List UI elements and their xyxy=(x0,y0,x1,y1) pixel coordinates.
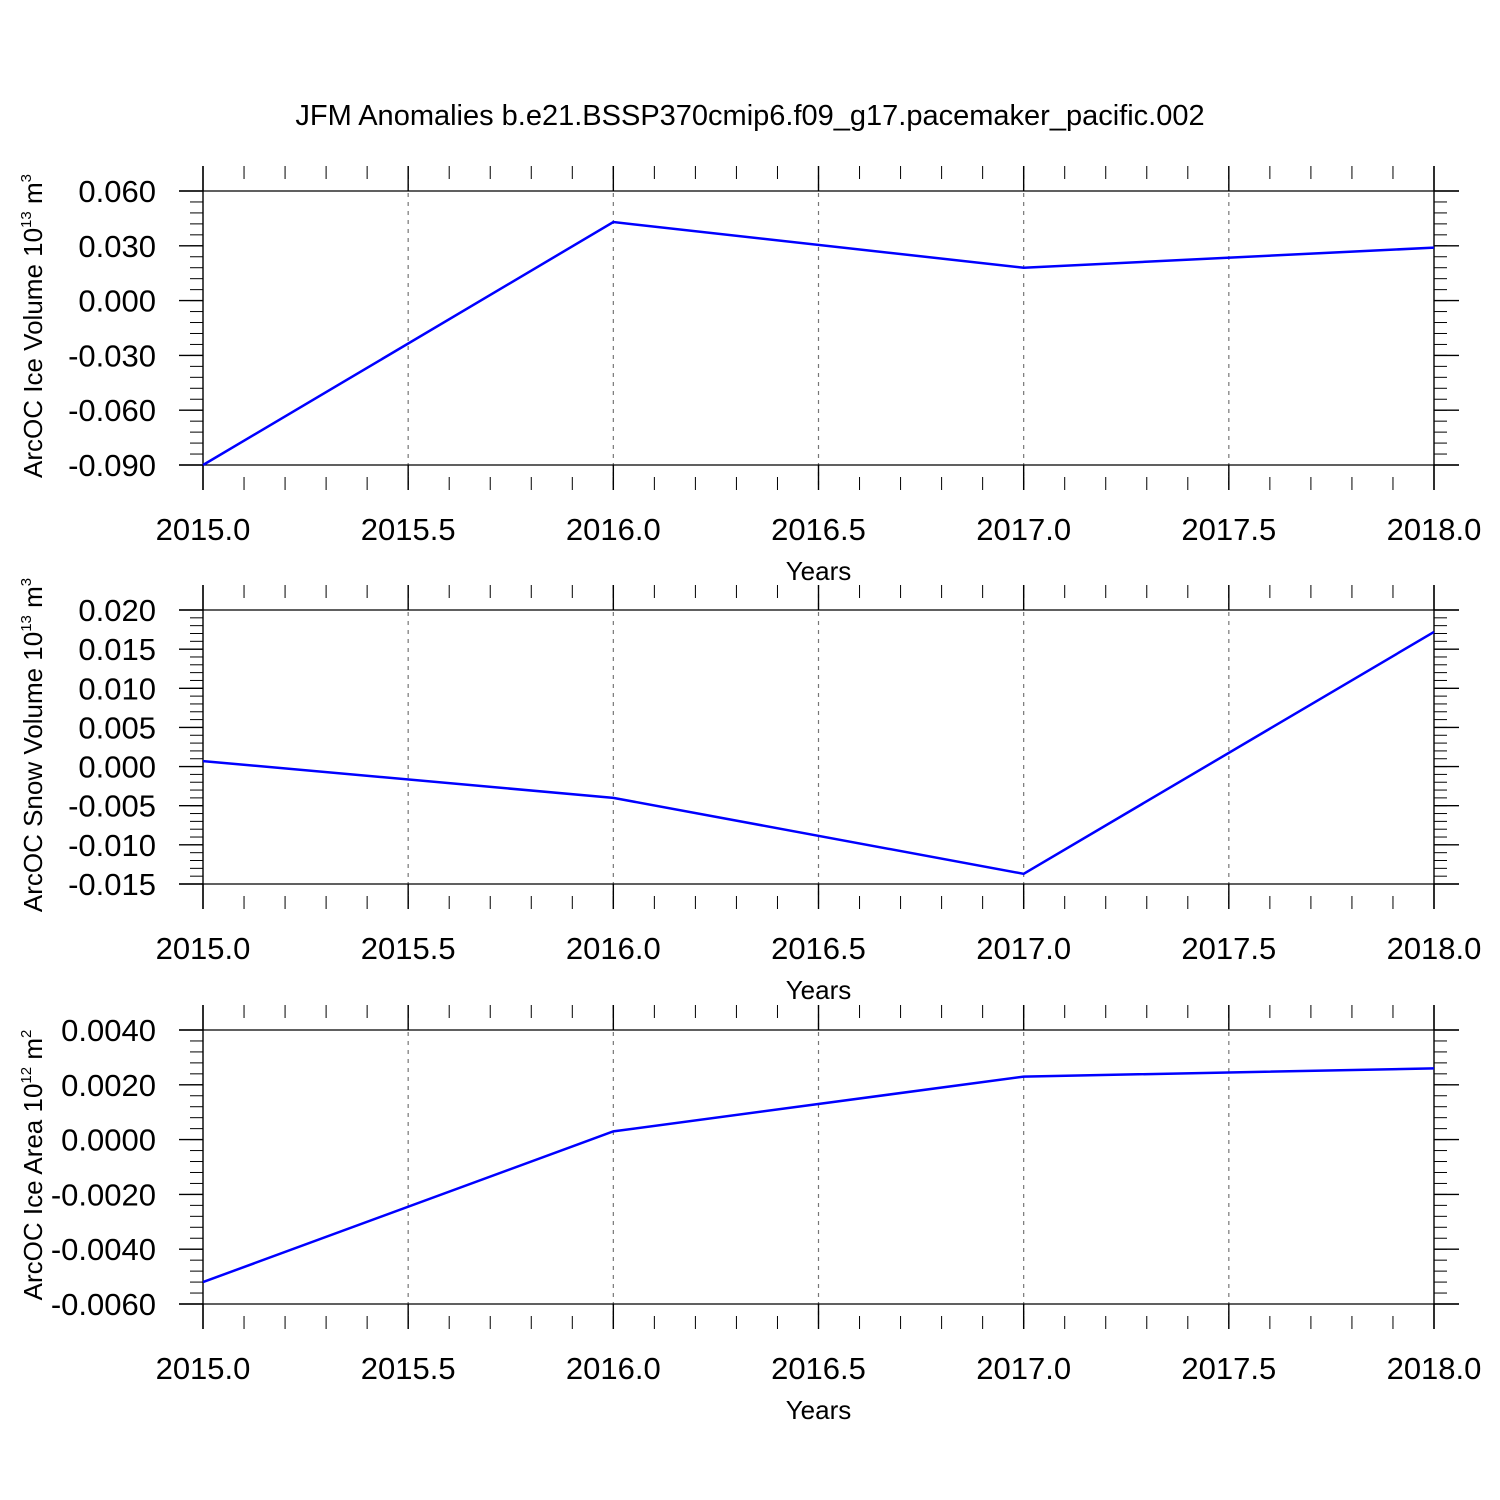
y-tick-label: 0.020 xyxy=(78,593,156,628)
y-tick-label: 0.0040 xyxy=(61,1013,156,1048)
series-line xyxy=(202,220,1435,467)
figure-title: JFM Anomalies b.e21.BSSP370cmip6.f09_g17… xyxy=(295,100,1204,132)
x-tick-label: 2016.5 xyxy=(771,931,866,966)
y-tick-label: -0.060 xyxy=(68,393,156,428)
y-tick-label: 0.060 xyxy=(78,174,156,209)
y-tick-label: -0.030 xyxy=(68,338,156,373)
y-tick-label: 0.030 xyxy=(78,229,156,264)
x-tick-label: 2015.0 xyxy=(156,1351,251,1386)
x-tick-label: 2015.0 xyxy=(156,512,251,547)
x-tick-label: 2016.0 xyxy=(566,931,661,966)
y-axis-label-unit-exponent: 2 xyxy=(18,1030,35,1038)
y-axis-label: ArcOC Ice Volume 1013 m3 xyxy=(18,174,48,478)
x-tick-label: 2015.5 xyxy=(361,931,456,966)
y-axis-label: ArcOC Snow Volume 1013 m3 xyxy=(18,578,48,912)
x-tick-label: 2018.0 xyxy=(1387,1351,1482,1386)
x-tick-label: 2016.0 xyxy=(566,1351,661,1386)
x-axis-label: Years xyxy=(786,975,852,1005)
chart-panel-1: -0.090 -0.060 -0.030 0.000 0.030 0.060 2015.0 2… xyxy=(18,166,1481,586)
y-axis-label-text: ArcOC Snow Volume 10 xyxy=(18,632,48,912)
x-axis-label: Years xyxy=(786,1395,852,1425)
y-tick-label: 0.0020 xyxy=(61,1068,156,1103)
x-tick-label: 2015.5 xyxy=(361,512,456,547)
y-axis-label-unit-exponent: 3 xyxy=(18,174,35,182)
chart-panel-2: -0.015 -0.010 -0.005 0.000 0.005 0.010 0.015 0.… xyxy=(18,578,1481,1005)
y-axis-label-exponent: 13 xyxy=(18,615,35,632)
y-axis-label-exponent: 12 xyxy=(18,1067,35,1084)
y-tick-label: -0.090 xyxy=(68,448,156,483)
y-tick-label: -0.015 xyxy=(68,867,156,902)
x-tick-label: 2016.5 xyxy=(771,512,866,547)
y-tick-label: 0.000 xyxy=(78,284,156,319)
x-tick-label: 2016.0 xyxy=(566,512,661,547)
x-tick-label: 2017.5 xyxy=(1181,1351,1276,1386)
x-axis-label: Years xyxy=(786,556,852,586)
series-line xyxy=(202,1067,1435,1284)
y-tick-label: 0.000 xyxy=(78,750,156,785)
y-axis-label-unit: m xyxy=(18,1038,48,1067)
x-tick-label: 2015.0 xyxy=(156,931,251,966)
x-tick-label: 2015.5 xyxy=(361,1351,456,1386)
y-tick-label: -0.0060 xyxy=(51,1287,156,1322)
y-tick-label: 0.010 xyxy=(78,671,156,706)
y-tick-label: -0.005 xyxy=(68,789,156,824)
y-tick-label: 0.005 xyxy=(78,710,156,745)
y-axis-label-text: ArcOC Ice Volume 10 xyxy=(18,228,48,478)
x-tick-label: 2016.5 xyxy=(771,1351,866,1386)
y-tick-label: 0.0000 xyxy=(61,1123,156,1158)
y-tick-label: -0.0040 xyxy=(51,1232,156,1267)
y-axis-label-text: ArcOC Ice Area 10 xyxy=(18,1084,48,1301)
series-line xyxy=(202,630,1435,876)
y-tick-label: -0.0020 xyxy=(51,1177,156,1212)
y-tick-label: 0.015 xyxy=(78,632,156,667)
x-tick-label: 2017.5 xyxy=(1181,512,1276,547)
x-tick-label: 2017.0 xyxy=(976,1351,1071,1386)
y-axis-label-unit: m xyxy=(18,182,48,211)
y-axis-label-exponent: 13 xyxy=(18,211,35,228)
chart-panel-3: -0.0060 -0.0040 -0.0020 0.0000 0.0020 0.0040 2… xyxy=(18,1005,1481,1425)
y-axis-label-unit-exponent: 3 xyxy=(18,578,35,586)
x-tick-label: 2018.0 xyxy=(1387,512,1482,547)
x-tick-label: 2017.0 xyxy=(976,931,1071,966)
y-tick-label: -0.010 xyxy=(68,828,156,863)
y-axis-label: ArcOC Ice Area 1012 m2 xyxy=(18,1030,48,1301)
x-tick-label: 2017.5 xyxy=(1181,931,1276,966)
x-tick-label: 2018.0 xyxy=(1387,931,1482,966)
x-tick-label: 2017.0 xyxy=(976,512,1071,547)
y-axis-label-unit: m xyxy=(18,586,48,615)
